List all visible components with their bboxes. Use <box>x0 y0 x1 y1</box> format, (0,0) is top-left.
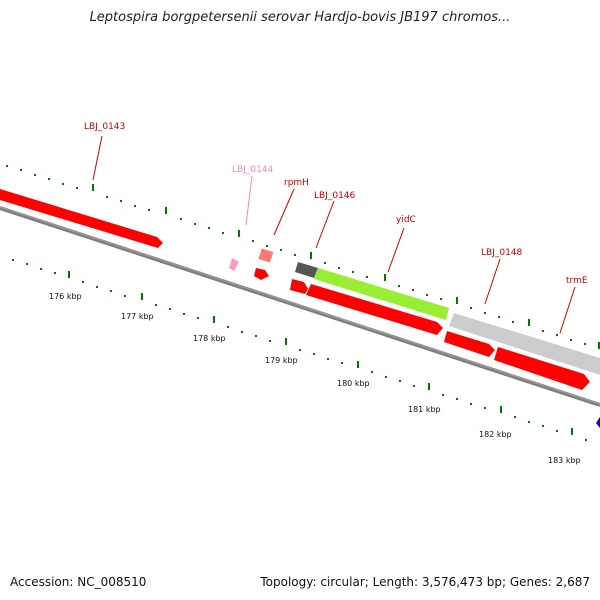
kbp-label: 178 kbp <box>193 334 226 343</box>
feature-lbj0143[interactable] <box>0 189 163 248</box>
kbp-label: 179 kbp <box>265 356 298 365</box>
gene-label-lbj0143[interactable]: LBJ_0143 <box>84 122 125 132</box>
gene-label-trmE[interactable]: trmE <box>566 276 588 286</box>
feature-lbj0148[interactable] <box>449 313 600 375</box>
label-leaders <box>92 135 576 334</box>
feature-yidC[interactable] <box>314 268 449 320</box>
kbp-label: 182 kbp <box>479 430 512 439</box>
feature-lbj0148-cds[interactable] <box>444 331 495 357</box>
kbp-label: 180 kbp <box>337 379 370 388</box>
gene-label-lbj0144[interactable]: LBJ_0144 <box>232 165 274 175</box>
feature-rpmH-box[interactable] <box>258 248 274 263</box>
accession-text: Accession: NC_008510 <box>10 575 147 589</box>
gene-label-rpmH[interactable]: rpmH <box>284 178 309 188</box>
feature-rpmH-arrow[interactable] <box>254 268 269 280</box>
gene-label-lbj0148[interactable]: LBJ_0148 <box>481 248 523 258</box>
genome-backbone <box>0 206 600 407</box>
map-title: Leptospira borgpetersenii serovar Hardjo… <box>89 10 511 25</box>
genome-backbone-highlight <box>0 206 600 405</box>
feature-trmE[interactable] <box>494 347 590 390</box>
outer-tick-row <box>6 165 600 349</box>
feature-yidC-cds[interactable] <box>306 284 443 335</box>
feature-lbj0146-gray[interactable] <box>295 262 318 278</box>
feature-lbj0144[interactable] <box>229 258 239 271</box>
inner-tick-row <box>12 259 587 441</box>
feature-lbj0146[interactable] <box>290 279 308 294</box>
feature-blue[interactable] <box>596 417 600 428</box>
kbp-label: 181 kbp <box>408 405 441 414</box>
kbp-label: 183 kbp <box>548 456 581 465</box>
feature-track <box>0 189 600 428</box>
kbp-label: 176 kbp <box>49 292 82 301</box>
gene-label-lbj0146[interactable]: LBJ_0146 <box>314 191 356 201</box>
topology-text: Topology: circular; Length: 3,576,473 bp… <box>260 575 590 589</box>
gene-label-yidC[interactable]: yidC <box>396 215 416 225</box>
kbp-label: 177 kbp <box>121 312 154 321</box>
